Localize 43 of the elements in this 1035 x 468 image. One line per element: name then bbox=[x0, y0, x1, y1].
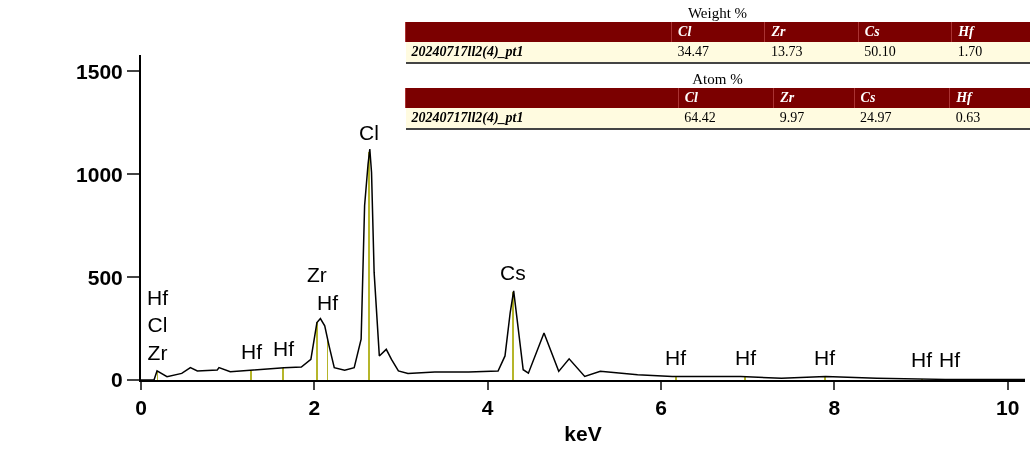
annotation: 64.42 bbox=[678, 108, 774, 129]
annotation: Cl bbox=[359, 121, 379, 144]
annotation: Hf bbox=[949, 88, 1030, 108]
text: Weight % bbox=[686, 4, 749, 22]
annotation: Hf Cl Zr bbox=[147, 286, 169, 364]
y-tick-label: 0 bbox=[111, 368, 123, 392]
x-axis-title: keV bbox=[564, 421, 602, 445]
y-tick-label: 1000 bbox=[76, 162, 123, 186]
x-tick-label: 6 bbox=[655, 396, 667, 420]
text: Hf bbox=[958, 24, 974, 39]
annotation: 20240717ll2(4)_pt1 bbox=[405, 42, 672, 63]
x-tick-label: 8 bbox=[828, 396, 841, 420]
text: Zr bbox=[771, 24, 786, 39]
annotation: 34.47 bbox=[671, 42, 765, 63]
annotation: Hf bbox=[735, 346, 757, 369]
annotation: 1.70 bbox=[951, 42, 1030, 63]
annotation: 9.97 bbox=[773, 108, 855, 129]
y-tick-label: 1500 bbox=[76, 59, 123, 83]
annotation: 0.63 bbox=[949, 108, 1030, 129]
annotation: Zr bbox=[773, 88, 855, 108]
x-tick-label: 10 bbox=[995, 396, 1020, 420]
annotation: 13.73 bbox=[764, 42, 859, 63]
annotation: Cl bbox=[678, 88, 774, 108]
x-tick-label: 0 bbox=[135, 396, 147, 420]
x-tick-label: 2 bbox=[308, 396, 321, 420]
annotation: Hf bbox=[665, 346, 687, 369]
annotation: Cs bbox=[854, 88, 950, 108]
text: Cl bbox=[678, 24, 692, 39]
annotation: Hf bbox=[814, 346, 836, 369]
annotation: Cs bbox=[500, 261, 526, 284]
text: Cs bbox=[864, 24, 880, 39]
annotation: 20240717ll2(4)_pt1 bbox=[405, 108, 679, 129]
annotation: Hf bbox=[911, 348, 933, 371]
annotation: Hf bbox=[241, 340, 263, 363]
annotation: 24.97 bbox=[854, 108, 950, 129]
annotation: Zr bbox=[307, 263, 327, 286]
annotation: Atom % bbox=[691, 70, 744, 88]
y-tick-label: 500 bbox=[87, 265, 123, 289]
x-tick-label: 4 bbox=[481, 396, 494, 420]
annotation: Hf bbox=[939, 348, 961, 371]
annotation: 50.10 bbox=[858, 42, 952, 63]
annotation: Hf bbox=[317, 291, 339, 314]
annotation: Hf bbox=[273, 337, 295, 360]
